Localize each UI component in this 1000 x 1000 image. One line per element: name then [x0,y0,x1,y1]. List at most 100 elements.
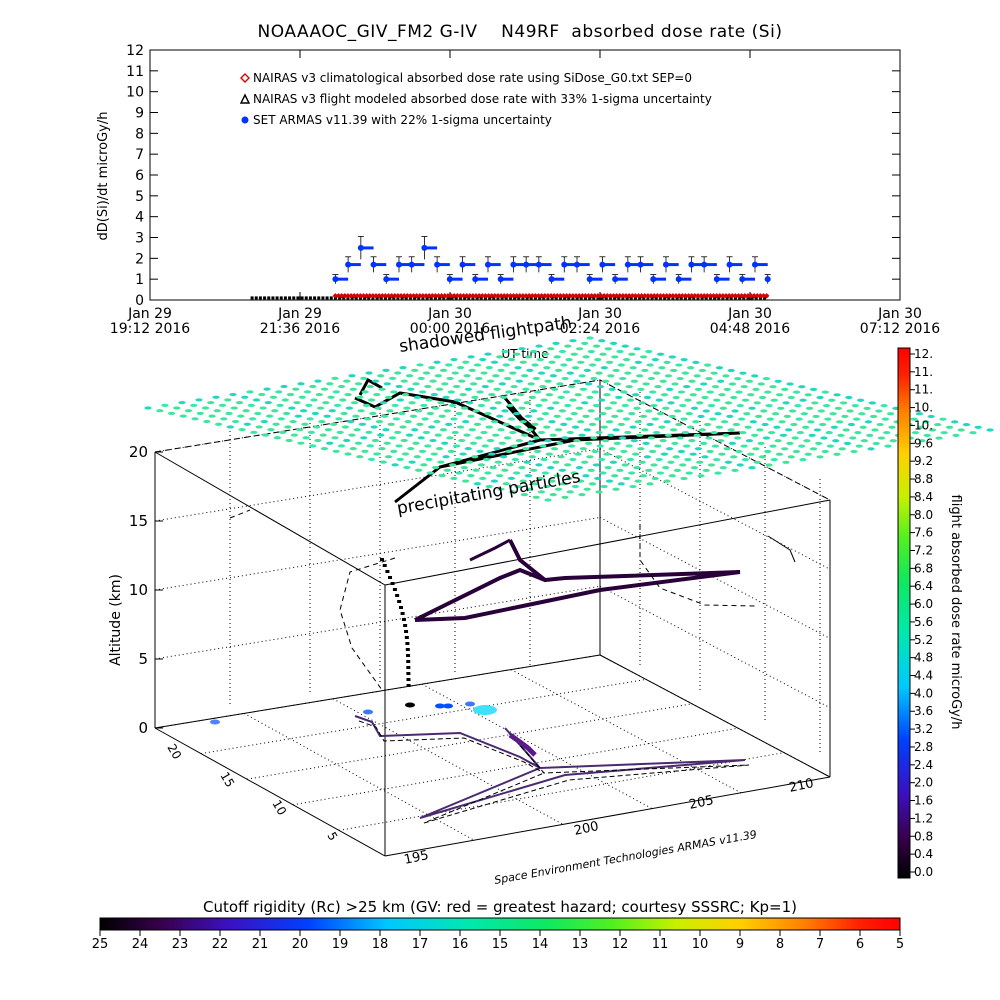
particle-cell [319,433,327,437]
particle-cell [620,449,628,454]
particle-cell [634,360,642,364]
y-tick-label: 2 [135,251,144,267]
climb-track-point [405,642,410,645]
particle-cell [590,436,598,440]
particle-cell [454,457,462,462]
particle-cell [354,441,363,445]
colorbar-bottom-tick-label: 5 [896,937,904,952]
particle-cell [957,428,965,432]
particle-cell [242,409,250,413]
particle-cell [507,357,516,362]
grid-line-floor [292,727,739,806]
particle-cell [201,406,210,410]
particle-cell [769,444,777,448]
colorbar-right-tick-label: 4.0 [914,686,933,700]
particle-cell [588,363,597,367]
particle-cell [570,412,578,416]
particle-cell [365,371,373,375]
particle-cell [509,490,517,494]
particle-cell [650,463,658,467]
particle-cell [373,452,381,456]
particle-cell [813,428,822,432]
particle-cell [450,357,458,362]
particle-cell [578,374,586,378]
particle-cell [550,447,559,451]
particle-cell [604,466,612,470]
particle-cell [298,395,306,399]
particle-cell [609,460,618,464]
particle-cell [433,360,441,364]
colorbar-bottom-tick-label: 6 [856,937,864,952]
particle-cell [394,371,402,375]
z-axis-label: Altitude (km) [108,574,124,666]
particle-cell [889,439,897,443]
climb-track-point [398,606,403,609]
particle-cell [307,430,316,434]
nairas-flight-point [379,296,383,300]
particle-cell [263,387,271,391]
particle-cell [537,430,546,435]
x-tick-time: 19:12 2016 [110,321,191,337]
particle-cell [567,444,576,448]
legend-label: NAIRAS v3 flight modeled absorbed dose r… [253,92,712,106]
particle-cell [751,433,759,437]
particle-cell [554,368,563,372]
particle-cell [868,401,876,405]
particle-cell [500,395,508,399]
particle-cell [736,403,744,408]
climb-track-point [406,660,411,663]
particle-cell [564,403,572,408]
particle-cell [384,395,393,399]
particle-cell [426,471,434,475]
particle-cell [447,449,455,453]
particle-cell [344,452,352,456]
nairas-flight-point [354,296,358,300]
particle-cell [464,387,472,391]
particle-cell [530,468,538,472]
particle-cell [940,431,948,435]
particle-cell [400,438,408,443]
particle-cell [320,446,329,451]
particle-cell [384,455,393,459]
particle-cell [647,376,656,381]
particle-cell [179,414,187,418]
particle-cell [498,441,506,445]
y-tick-label: 10 [126,85,144,101]
particle-cell [705,436,713,440]
nairas-flight-point [450,296,454,300]
particle-cell [449,403,457,408]
particle-cell [696,460,704,464]
colorbar-right-tick-label: 11. [914,383,933,397]
particle-cell [790,422,798,427]
particle-cell [379,460,387,464]
particle-cell [734,376,742,381]
particle-cell [613,382,622,386]
particle-cell [628,412,636,416]
particle-cell [736,463,744,467]
x-tick-date: Jan 29 [127,306,172,322]
nairas-flight-point [271,296,275,300]
particle-cell [524,474,533,478]
particle-cell [392,417,401,421]
particle-cell [726,414,734,418]
particle-cell [383,441,391,445]
grid-line-back-right [599,517,831,639]
particle-cell [543,425,551,429]
particle-cell [934,422,942,427]
particle-cell [829,412,837,416]
particle-cell [703,422,712,427]
particle-cell [577,479,585,483]
particle-cell [275,390,283,394]
particle-cell [633,406,641,410]
particle-cell [669,428,678,432]
particle-cell [639,474,648,478]
particle-cell [765,403,773,408]
particle-cell [841,414,849,419]
particle-cell [161,403,169,407]
particle-cell [917,425,925,429]
particle-cell [375,420,384,424]
particle-cell [639,414,648,418]
particle-cell [634,420,642,424]
particle-cell [596,385,605,389]
